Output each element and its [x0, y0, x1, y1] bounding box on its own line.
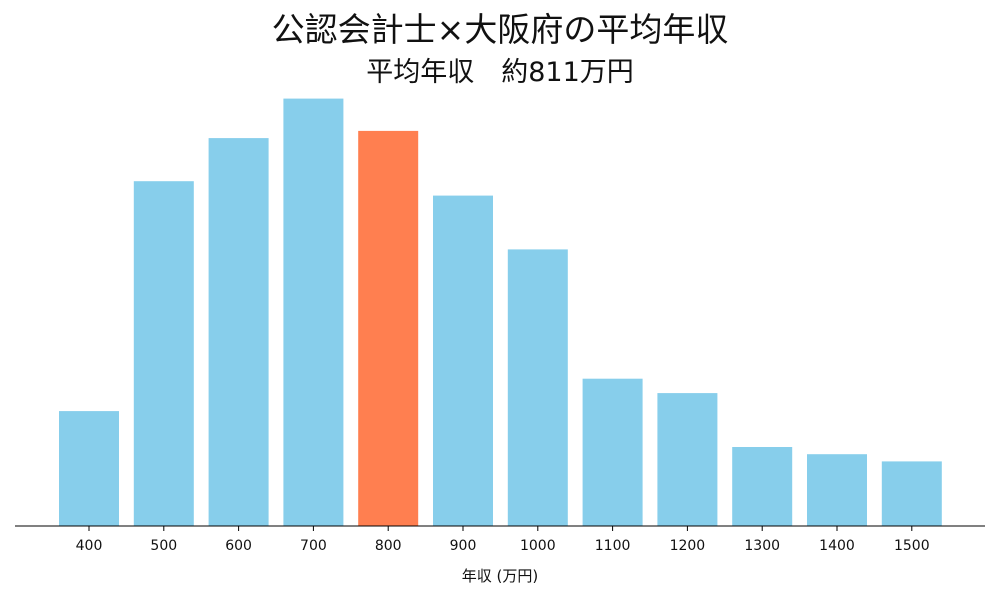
- bar-900: [433, 195, 493, 526]
- bars-group: [59, 98, 942, 527]
- bar-1300: [732, 447, 793, 526]
- bar-1200: [657, 393, 718, 526]
- x-tick-label-400: 400: [76, 538, 103, 554]
- bar-400: [59, 411, 119, 526]
- x-tick-label-1400: 1400: [819, 538, 855, 554]
- x-tick-label-1200: 1200: [670, 538, 706, 554]
- bar-1500: [881, 461, 942, 527]
- x-tick-label-1500: 1500: [894, 538, 930, 554]
- chart-subtitle: 平均年収 約811万円: [366, 57, 634, 88]
- bar-1000: [507, 249, 568, 526]
- bar-600: [208, 138, 269, 526]
- bar-1100: [582, 378, 643, 526]
- bar-700: [283, 98, 344, 526]
- x-tick-label-500: 500: [150, 538, 177, 554]
- x-tick-label-1000: 1000: [520, 538, 556, 554]
- x-ticks-group: 400 500 600 700 800 900 1000 1100 1200 1300 1400 15…: [76, 526, 930, 554]
- x-tick-label-1100: 1100: [595, 538, 631, 554]
- bar-800: [358, 130, 419, 526]
- x-tick-label-900: 900: [450, 538, 477, 554]
- bar-500: [133, 181, 194, 526]
- chart-title: 公認会計士×大阪府の平均年収: [271, 10, 729, 49]
- bar-1400: [807, 454, 867, 526]
- x-tick-label-1300: 1300: [744, 538, 780, 554]
- x-tick-label-600: 600: [225, 538, 252, 554]
- x-axis-label: 年収 (万円): [462, 567, 538, 585]
- x-tick-label-700: 700: [300, 538, 327, 554]
- x-tick-label-800: 800: [375, 538, 402, 554]
